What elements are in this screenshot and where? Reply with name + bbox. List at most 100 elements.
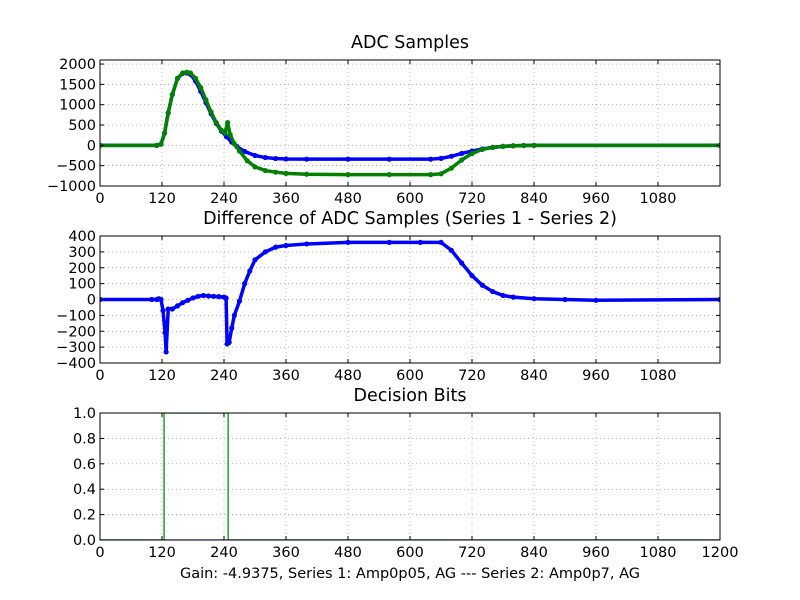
x-tick-label: 600: [396, 368, 424, 384]
x-tick-label: 0: [95, 191, 104, 207]
data-point: [448, 165, 454, 171]
data-point: [213, 119, 219, 126]
data-point: [428, 172, 434, 178]
x-tick-label: 480: [334, 545, 362, 561]
data-point: [500, 143, 506, 149]
data-point: [521, 142, 527, 149]
x-tick-label: 120: [148, 368, 176, 384]
x-tick-label: 720: [458, 545, 486, 561]
data-point: [417, 239, 423, 245]
y-tick-label: 0.0: [73, 533, 96, 549]
data-point: [304, 171, 310, 177]
data-point: [283, 156, 289, 162]
data-point: [154, 142, 160, 148]
x-tick-label: 840: [520, 368, 548, 384]
data-point: [479, 146, 485, 153]
chart-panel-2: 0 120 240 360 480 600 720 840 960 1080 −400−300−20…: [56, 209, 721, 384]
y-tick-label: 0.4: [73, 482, 96, 498]
data-point: [510, 294, 516, 300]
x-tick-label: 1080: [640, 368, 677, 384]
data-point: [225, 119, 231, 126]
x-tick-label: 240: [210, 368, 238, 384]
y-tick-label: 400: [68, 229, 96, 245]
data-point: [160, 308, 166, 314]
data-point: [236, 148, 243, 154]
data-point: [187, 70, 194, 76]
data-point: [500, 292, 506, 299]
x-tick-label: 0: [95, 368, 104, 384]
data-point: [469, 150, 475, 157]
data-point: [510, 143, 516, 149]
data-point: [386, 172, 392, 178]
data-point: [174, 75, 181, 81]
data-point: [180, 70, 186, 76]
data-point: [252, 164, 258, 170]
data-point: [262, 249, 268, 255]
data-point: [192, 75, 199, 81]
panel-title: Difference of ADC Samples (Series 1 - Se…: [203, 209, 617, 229]
data-point: [531, 296, 537, 302]
x-tick-label: 1200: [702, 545, 739, 561]
data-point: [273, 244, 279, 250]
x-tick-label: 840: [520, 191, 548, 207]
y-tick-label: 0.2: [73, 508, 96, 524]
x-tick-label: 1080: [640, 545, 677, 561]
data-point: [345, 172, 351, 178]
y-tick-label: 2000: [59, 57, 96, 73]
x-tick-label: 360: [272, 545, 300, 561]
data-point: [216, 294, 222, 300]
data-point: [283, 242, 289, 249]
x-tick-label: 240: [210, 191, 238, 207]
y-tick-label: 0.8: [73, 431, 96, 447]
data-point: [244, 158, 250, 164]
data-point: [165, 110, 171, 116]
x-tick-label: 720: [458, 368, 486, 384]
data-point: [283, 170, 289, 176]
data-point: [226, 339, 232, 345]
x-tick-label: 360: [272, 191, 300, 207]
data-point: [229, 325, 235, 331]
data-point: [531, 142, 537, 148]
data-point: [231, 141, 237, 147]
data-point: [345, 239, 351, 245]
data-point: [252, 152, 258, 159]
data-point: [162, 330, 168, 336]
data-point: [180, 300, 186, 306]
chart-panel-1: 0 120 240 360 480 600 720 840 960 1080 −1000 −500 0 5…: [47, 33, 721, 207]
data-point: [438, 239, 444, 245]
panel-title: ADC Samples: [351, 33, 469, 53]
data-point: [438, 171, 444, 177]
data-point: [198, 85, 204, 91]
x-tick-label: 240: [210, 545, 238, 561]
data-point: [205, 293, 212, 299]
data-point: [262, 167, 268, 174]
y-tick-label: 0.6: [73, 457, 96, 473]
data-point: [459, 150, 465, 157]
data-point: [304, 156, 310, 162]
data-point: [158, 141, 164, 147]
data-point: [490, 288, 496, 295]
data-point: [231, 312, 237, 318]
data-point: [304, 241, 310, 247]
y-tick-label: 1000: [59, 98, 96, 114]
y-tick-label: −1000: [47, 179, 96, 195]
data-point: [562, 296, 568, 303]
series-1: [100, 239, 720, 355]
series-2: [100, 69, 720, 178]
data-point: [169, 91, 175, 98]
data-point: [428, 156, 434, 162]
data-point: [273, 155, 279, 162]
x-tick-label: 120: [148, 191, 176, 207]
data-point: [203, 97, 209, 103]
y-tick-label: −100: [56, 308, 96, 324]
x-tick-label: 480: [334, 368, 362, 384]
panels: 0 120 240 360 480 600 720 840 960 1080−1000−50005…: [47, 33, 739, 561]
data-point: [448, 247, 454, 253]
data-point: [169, 306, 175, 312]
data-point: [174, 303, 181, 309]
figure-xlabel: Gain: -4.9375, Series 1: Amp0p05, AG ---…: [180, 566, 640, 582]
data-point: [438, 155, 444, 161]
x-tick-label: 480: [334, 191, 362, 207]
data-point: [190, 295, 196, 301]
